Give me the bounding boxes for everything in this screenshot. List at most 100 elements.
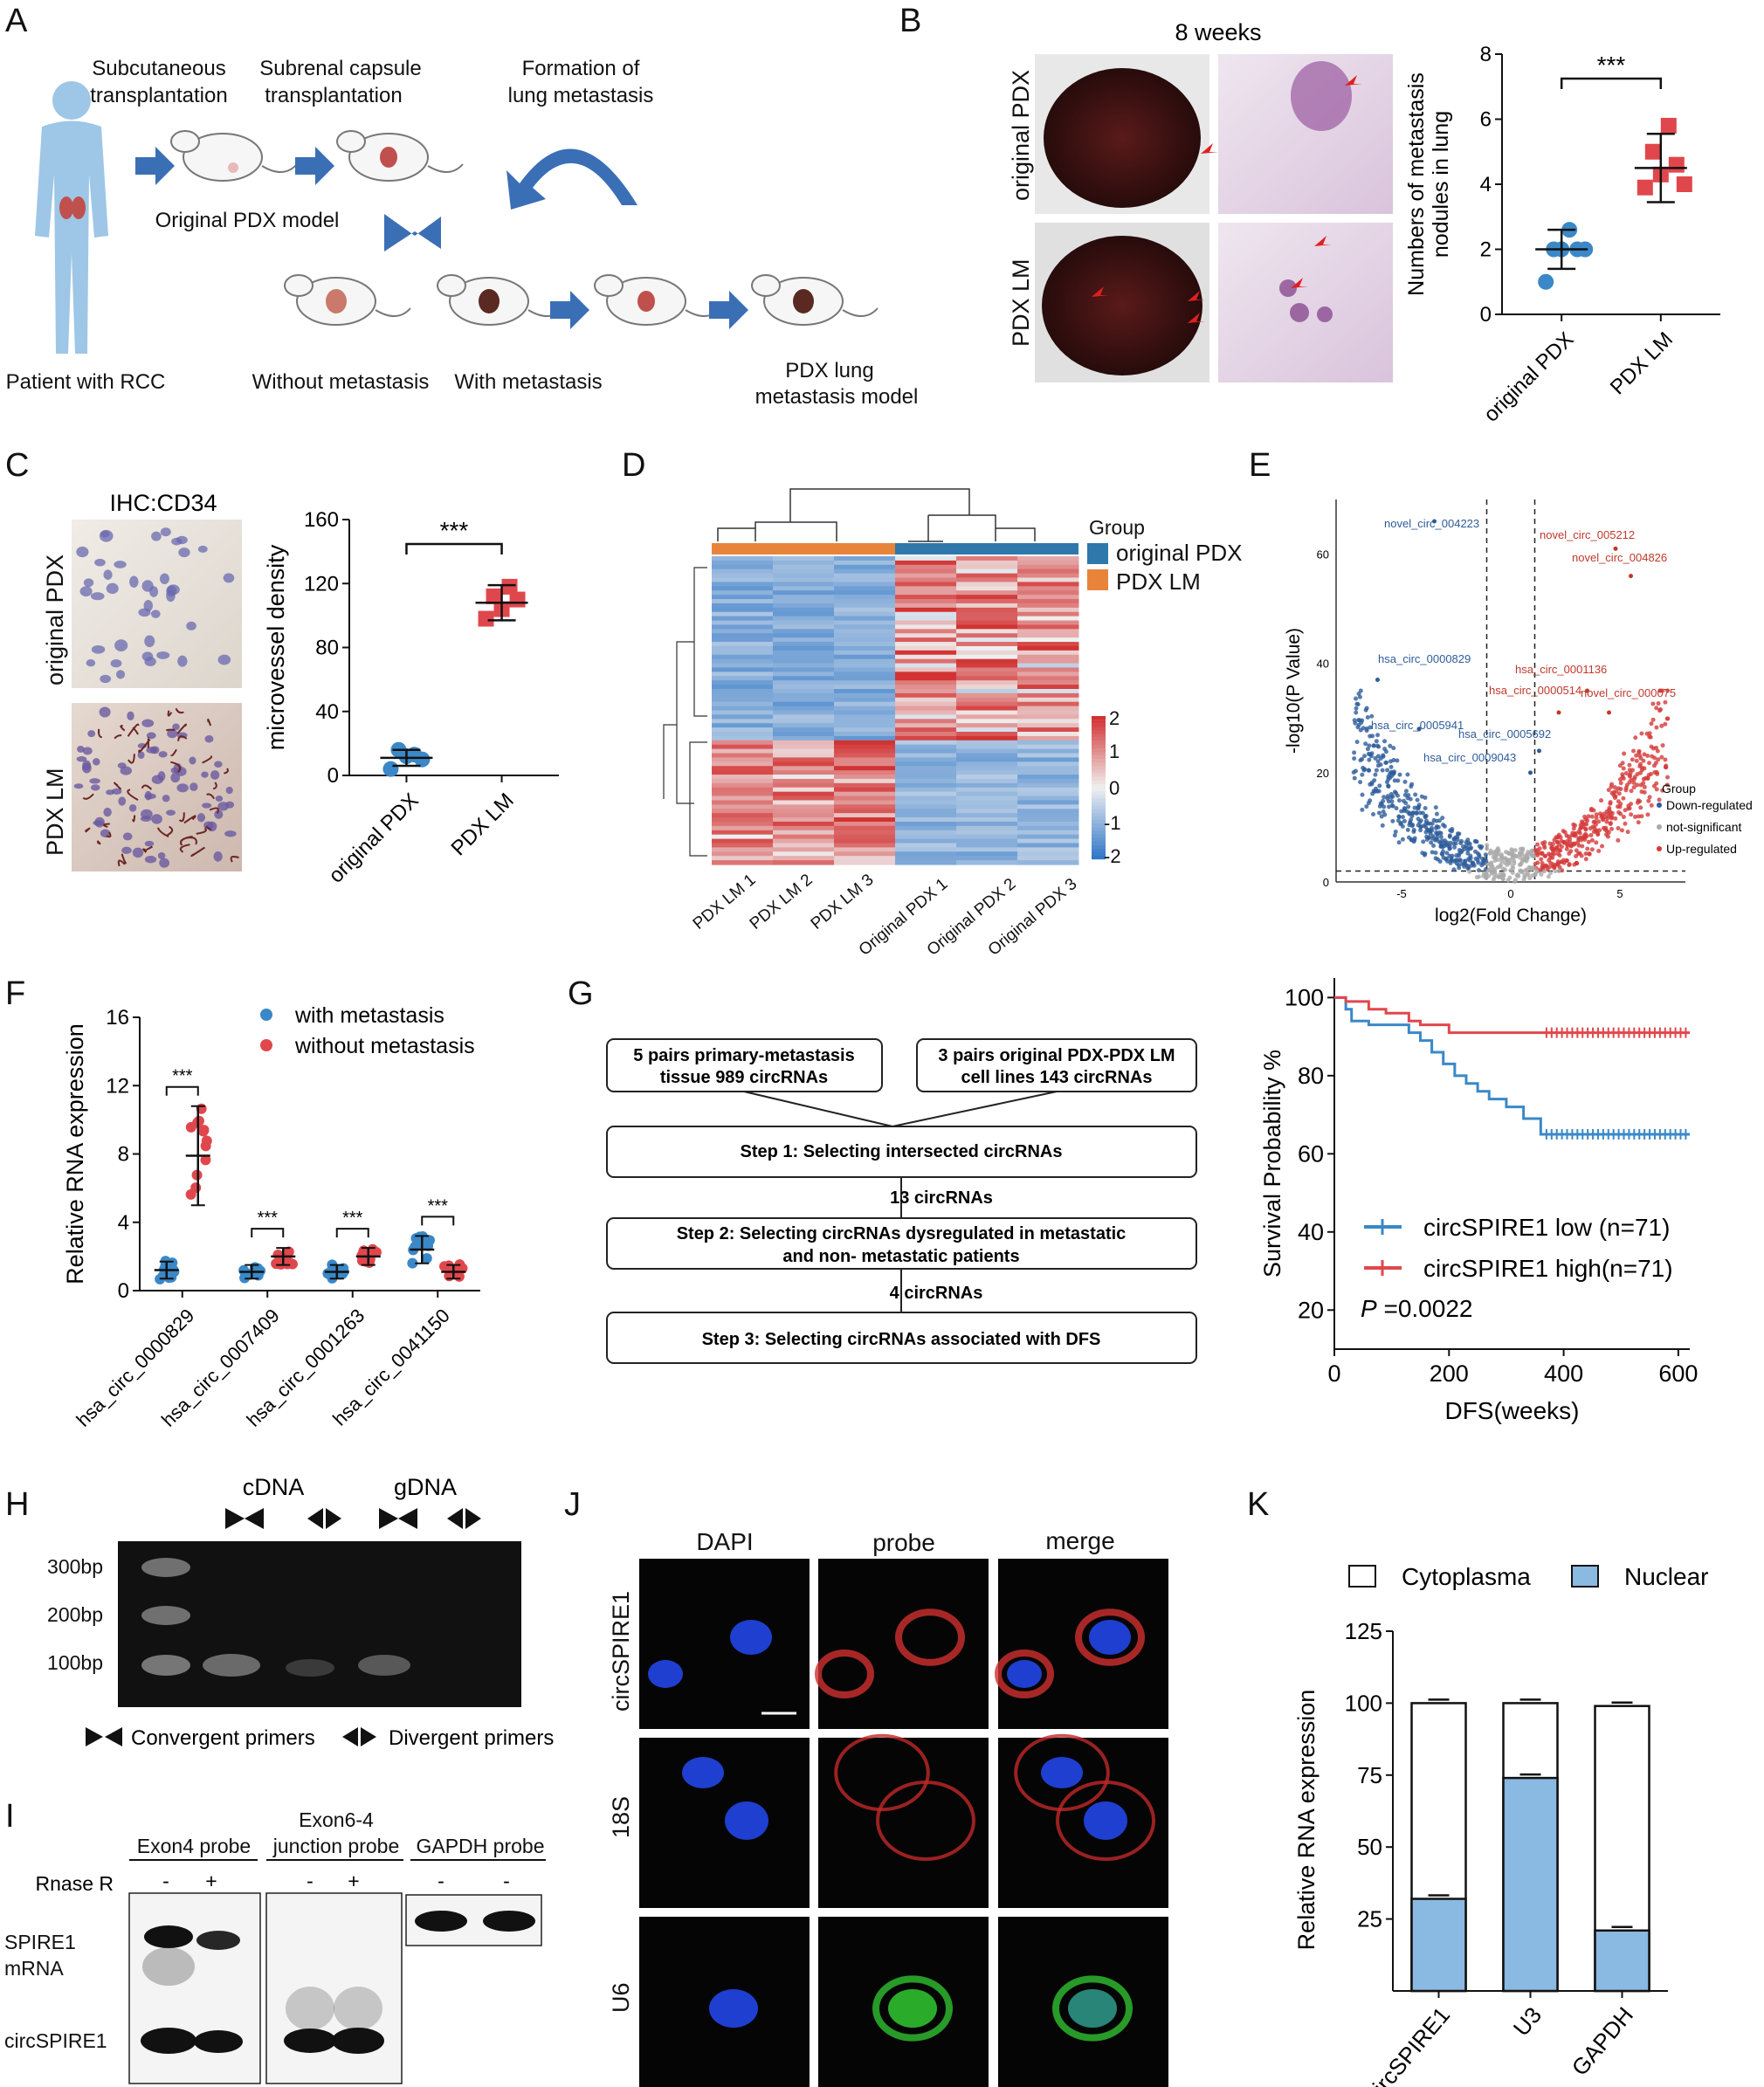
- step2-line1: Step 2: Selecting circRNAs dysregulated …: [677, 1224, 1127, 1243]
- label-transplantation-2: transplantation: [265, 84, 402, 107]
- y-tick-label: 0: [1323, 876, 1329, 889]
- col-merge: merge: [1045, 1527, 1114, 1554]
- y-tick-label: 125: [1345, 1618, 1382, 1644]
- data-point: [190, 1182, 202, 1194]
- x-tick-label: 0: [1507, 887, 1513, 900]
- y-tick-label: 4: [118, 1211, 129, 1235]
- col-pdx-lm-1: PDX LM 1: [690, 871, 760, 933]
- x-tick-label: original PDX: [1479, 327, 1578, 426]
- bar-nuclear: [1502, 1776, 1559, 1993]
- x-tick-label: 400: [1544, 1360, 1583, 1387]
- step1-label: Step 1: Selecting intersected circRNAs: [740, 1142, 1062, 1161]
- fish-tile: [639, 1738, 810, 1908]
- col-probe: probe: [872, 1529, 935, 1556]
- group-bar-lm: [712, 543, 895, 554]
- data-point: [1660, 117, 1677, 134]
- y-tick-label: 0: [327, 764, 339, 788]
- mouse-icons: [170, 130, 879, 326]
- y-tick-label: 100: [1345, 1690, 1382, 1716]
- y-axis-label: Relative RNA expression: [62, 1023, 88, 1285]
- legend-item: Nuclear: [1624, 1563, 1708, 1590]
- heatmap-column-labels: PDX LM 1 PDX LM 2 PDX LM 3 Original PDX …: [690, 871, 1081, 960]
- blot-junction: [265, 1892, 403, 2084]
- data-point: [1538, 273, 1554, 290]
- row-circspire1: circSPIRE1: [608, 1591, 634, 1712]
- legend-item: not-significant: [1666, 820, 1741, 834]
- box1-line1: 5 pairs primary-metastasis: [633, 1046, 854, 1065]
- y-tick-label: 20: [1298, 1297, 1324, 1323]
- flow-arrows: [135, 147, 748, 329]
- y-tick-label: 8: [1480, 43, 1492, 66]
- ladder-300: 300bp: [47, 1555, 103, 1578]
- legend-pdx-lm: PDX LM: [1116, 568, 1201, 595]
- label-patient: Patient with RCC: [6, 370, 166, 394]
- sign-1: -: [162, 1870, 169, 1892]
- x-axis-label: log2(Fold Change): [1435, 906, 1587, 926]
- col-dapi: DAPI: [696, 1528, 753, 1555]
- y-tick-label: 20: [1317, 767, 1329, 780]
- panel-letter-i: I: [5, 1798, 15, 1835]
- y-tick-label: 75: [1357, 1762, 1382, 1788]
- legend-item: circSPIRE1 low (n=71): [1423, 1214, 1670, 1241]
- y-tick-label: 0: [118, 1279, 129, 1303]
- x-axis-label: DFS(weeks): [1444, 1397, 1579, 1424]
- probe-junction: junction probe: [272, 1835, 400, 1857]
- y-tick-label: 60: [1298, 1140, 1324, 1167]
- y-tick-label: 0: [1480, 303, 1492, 327]
- sig-stars: ***: [440, 517, 469, 544]
- legend-item: Down-regulated: [1666, 798, 1753, 812]
- gene-label: novel_circ_004223: [1384, 517, 1479, 530]
- bar-nuclear: [1410, 1898, 1467, 1993]
- box-step3: [606, 1312, 1197, 1364]
- sig-stars: ***: [1597, 52, 1626, 79]
- x-tick-label: 0: [1327, 1360, 1340, 1387]
- probe-gapdh: GAPDH probe: [416, 1835, 544, 1857]
- gene-label: hsa_circ_0005692: [1458, 727, 1551, 740]
- data-point: [1676, 176, 1692, 192]
- sig-bracket: [165, 1085, 199, 1096]
- blot-bands: [141, 1911, 535, 2054]
- panel-c-title: IHC:CD34: [109, 490, 217, 516]
- heatmap-cells: [712, 556, 1079, 865]
- col-pdx-lm-2: PDX LM 2: [747, 871, 817, 933]
- gene-label: hsa_circ_0009043: [1423, 751, 1516, 764]
- data-point: [280, 1252, 292, 1264]
- panel-letter-e: E: [1249, 447, 1271, 484]
- cb-m2: -2: [1104, 845, 1121, 867]
- y-tick-label: 60: [1317, 548, 1329, 561]
- legend-item: Cytoplasma: [1402, 1563, 1531, 1590]
- n2-label: 4 circRNAs: [890, 1284, 983, 1303]
- cb-m1: -1: [1104, 812, 1121, 834]
- panel-c-images: IHC:CD34 original PDX PDX LM: [42, 490, 242, 871]
- label-pdx-lung: PDX lung: [785, 359, 873, 382]
- patient-icon: [35, 81, 108, 354]
- panel-letter-f: F: [5, 975, 25, 1012]
- label-mrna: mRNA: [4, 1957, 64, 1980]
- sign-2: +: [205, 1870, 217, 1892]
- y-tick-label: 2: [1480, 238, 1492, 262]
- sign-3: -: [307, 1870, 314, 1892]
- survival-curve: [1334, 995, 1690, 1136]
- sig-bracket: [251, 1228, 285, 1238]
- y-axis-label: microvessel density: [263, 544, 289, 750]
- panel-h-gel: cDNA gDNA 300bp 200bp 100bp Convergent p…: [47, 1474, 554, 1750]
- step3-label: Step 3: Selecting circRNAs associated wi…: [702, 1330, 1101, 1349]
- panel-k-chart: 25 50 75 100 125 circSPIRE1 U3 GAPDH Relative RN…: [1293, 1563, 1708, 2087]
- cb-2: 2: [1109, 707, 1120, 729]
- legend-item: Up-regulated: [1666, 842, 1737, 856]
- row-dendrogram: [663, 567, 707, 857]
- panel-f-chart: 0481216hsa_circ_0000829***hsa_circ_00074…: [62, 1003, 480, 1431]
- n1-label: 13 circRNAs: [890, 1188, 993, 1208]
- panel-d-heatmap: Group original PDX PDX LM 2 1 0 -1 -2 PD…: [663, 488, 1243, 960]
- panel-letter-c: C: [5, 447, 29, 484]
- gene-label: novel_circ_004826: [1572, 551, 1667, 564]
- legend-original-pdx: original PDX: [1116, 540, 1243, 566]
- bar-nuclear: [1594, 1929, 1650, 1993]
- panel-b-title: 8 weeks: [1175, 19, 1261, 45]
- data-point: [486, 588, 502, 604]
- ladder-100: 100bp: [47, 1651, 103, 1674]
- x-tick-label: 200: [1430, 1360, 1469, 1387]
- gel-bands: [141, 1558, 410, 1677]
- x-tick-label: -5: [1396, 887, 1407, 900]
- data-point: [478, 610, 494, 627]
